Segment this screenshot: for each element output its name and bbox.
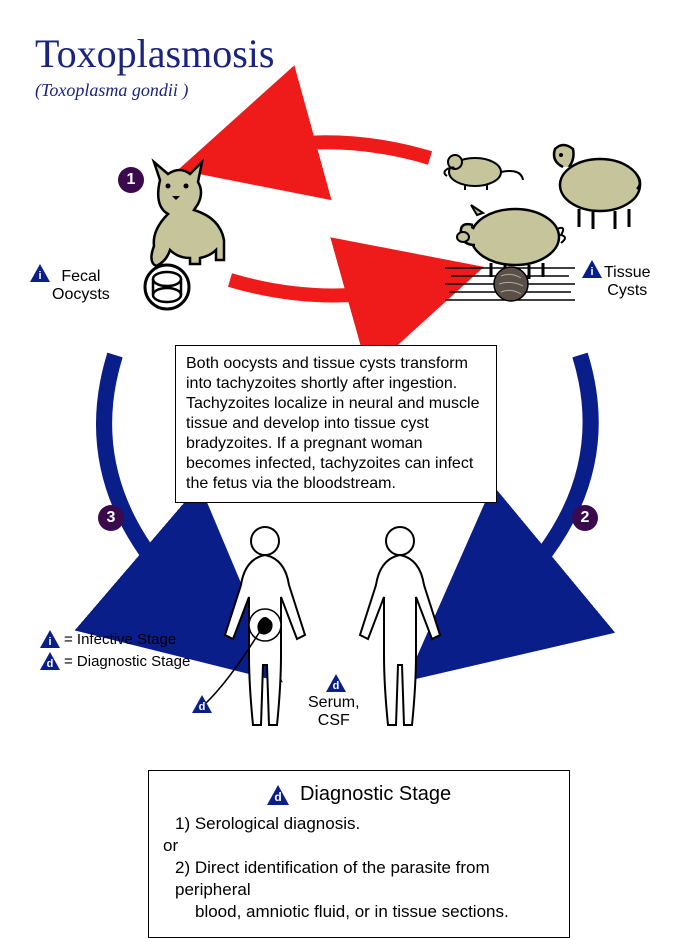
human-left (225, 527, 305, 725)
triangle-d-legend-icon: d (40, 652, 60, 670)
triangle-d-serum: d (326, 674, 346, 692)
legend-diagnostic: d = Diagnostic Stage (40, 652, 190, 670)
step-2-badge: 2 (572, 505, 598, 531)
step-1-badge: 1 (118, 167, 144, 193)
oocyst-icon (145, 265, 189, 309)
sheep-illustration (554, 145, 640, 229)
svg-text:d: d (47, 658, 54, 670)
svg-text:d: d (274, 790, 281, 804)
tissue-cyst-icon (445, 267, 575, 301)
fecal-oocysts-label: Fecal Oocysts (52, 268, 110, 303)
svg-text:i: i (48, 636, 51, 648)
triangle-i-oocysts: i (30, 264, 50, 282)
diag-line-2b: blood, amniotic fluid, or in tissue sect… (163, 901, 555, 923)
triangle-d-fetus: d (192, 695, 212, 713)
step-3-badge: 3 (98, 505, 124, 531)
diagnostic-stage-title: Diagnostic Stage (300, 783, 451, 805)
svg-text:i: i (38, 270, 41, 282)
triangle-i-legend-icon: i (40, 630, 60, 648)
svg-text:d: d (333, 680, 340, 692)
triangle-d-diagbox-icon: d (267, 785, 289, 805)
diag-line-2a: 2) Direct identification of the parasite… (163, 857, 555, 901)
cat-illustration (151, 162, 224, 266)
legend-infective-text: = Infective Stage (64, 631, 176, 648)
human-right (360, 527, 440, 725)
diag-or: or (163, 835, 555, 857)
legend-infective: i = Infective Stage (40, 630, 176, 648)
arrow-cat-to-animals (230, 280, 430, 296)
middle-description-box: Both oocysts and tissue cysts transform … (175, 345, 497, 503)
diag-line-1: 1) Serological diagnosis. (163, 813, 555, 835)
arrow-animals-to-cat (232, 142, 430, 158)
legend-diagnostic-text: = Diagnostic Stage (64, 653, 190, 670)
svg-text:d: d (199, 701, 206, 713)
triangle-i-tissuecysts: i (582, 260, 602, 278)
svg-text:i: i (590, 266, 593, 278)
tissue-cysts-label: Tissue Cysts (604, 264, 651, 299)
serum-csf-label: Serum, CSF (308, 694, 360, 729)
mouse-illustration (444, 155, 523, 190)
diagnostic-stage-box: d Diagnostic Stage 1) Serological diagno… (148, 770, 570, 938)
diagnostic-stage-title-row: d Diagnostic Stage (163, 781, 555, 807)
